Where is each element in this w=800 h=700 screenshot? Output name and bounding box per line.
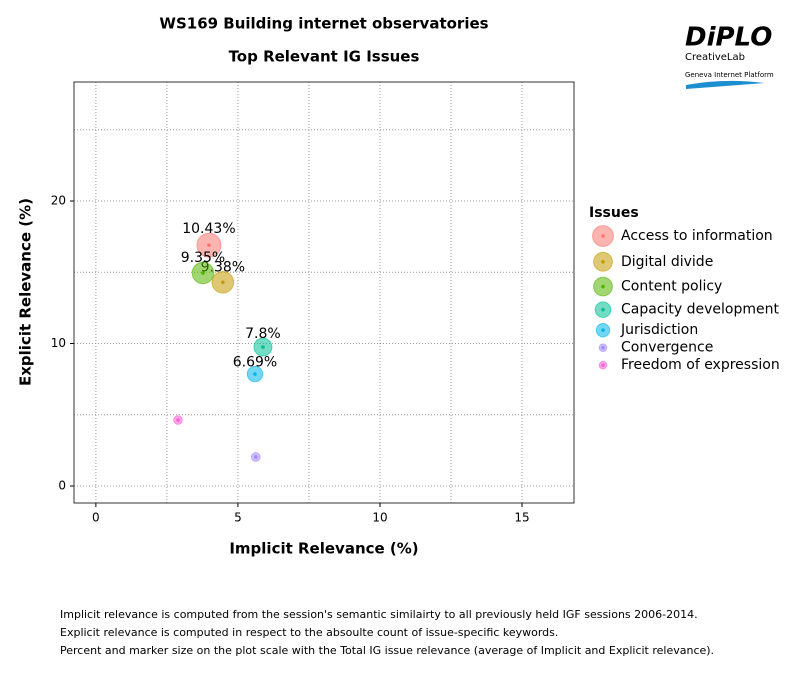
x-tick-label: 5 (234, 511, 242, 525)
legend-title: Issues (589, 205, 639, 221)
legend-label: Freedom of expression (621, 357, 780, 373)
footnote: Implicit relevance is computed from the … (60, 608, 698, 621)
legend-marker-center (601, 363, 605, 367)
bubble-center (253, 372, 257, 376)
y-axis-label: Explicit Relevance (%) (17, 198, 35, 386)
bubble-center (201, 271, 205, 275)
legend-marker-center (601, 345, 605, 350)
data-label: 10.43% (182, 221, 235, 237)
legend-label: Access to information (621, 228, 773, 244)
y-tick-label: 10 (51, 336, 66, 350)
legend-marker-center (601, 307, 605, 312)
legend-label: Digital divide (621, 254, 713, 270)
data-label: 6.69% (233, 354, 277, 370)
x-tick-label: 15 (514, 511, 529, 525)
chart-subtitle: Top Relevant IG Issues (229, 48, 420, 66)
legend-marker-center (601, 260, 605, 264)
chart-title: WS169 Building internet observatories (159, 15, 488, 33)
plot-frame (73, 81, 575, 504)
legend-marker-center (601, 328, 605, 332)
logo-lab: CreativeLab (685, 52, 745, 63)
logo-swoosh (686, 80, 764, 89)
data-label: 7.8% (245, 326, 281, 342)
footnote: Explicit relevance is computed in respec… (60, 626, 558, 639)
legend-label: Content policy (621, 279, 722, 295)
legend-label: Convergence (621, 340, 713, 356)
data-label: 9.35% (181, 250, 225, 266)
y-tick-label: 0 (58, 479, 66, 493)
x-axis-label: Implicit Relevance (%) (229, 540, 418, 558)
footnote: Percent and marker size on the plot scal… (60, 644, 714, 657)
bubble-center (207, 243, 211, 247)
legend-marker-center (601, 284, 605, 289)
legend-label: Capacity development (621, 302, 779, 318)
bubble-center (176, 418, 180, 422)
x-tick-label: 10 (372, 511, 387, 525)
bubble-center (261, 345, 265, 349)
logo-platform: Geneva Internet Platform (685, 71, 774, 79)
bubble-center (254, 455, 258, 459)
y-tick-label: 20 (51, 194, 66, 208)
bubble-center (221, 280, 225, 285)
legend-label: Jurisdiction (620, 322, 698, 338)
x-tick-label: 0 (92, 511, 100, 525)
legend-marker-center (601, 234, 605, 238)
logo-brand: DiPLO (685, 23, 772, 53)
